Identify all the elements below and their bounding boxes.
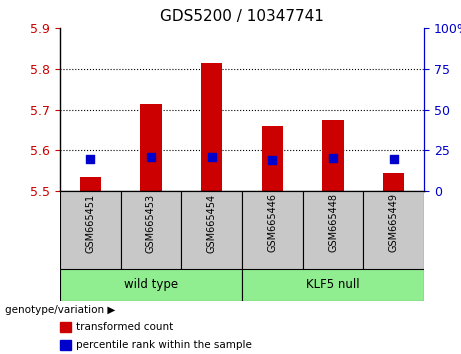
- Text: GSM665451: GSM665451: [85, 194, 95, 253]
- Bar: [60, 191, 121, 269]
- Text: GSM665449: GSM665449: [389, 194, 399, 252]
- Point: [269, 157, 276, 162]
- Bar: [80, 177, 101, 191]
- Bar: [322, 120, 344, 191]
- Bar: [60, 340, 71, 350]
- Bar: [60, 322, 71, 332]
- Point: [208, 154, 215, 160]
- Bar: [201, 63, 222, 191]
- Bar: [363, 191, 424, 269]
- Point: [87, 156, 94, 162]
- Bar: [140, 104, 162, 191]
- Text: transformed count: transformed count: [76, 322, 173, 332]
- Point: [390, 156, 397, 162]
- Text: GSM665448: GSM665448: [328, 194, 338, 252]
- Text: GSM665446: GSM665446: [267, 194, 278, 252]
- Text: GSM665453: GSM665453: [146, 194, 156, 253]
- Bar: [262, 126, 283, 191]
- Point: [329, 155, 337, 161]
- Bar: [60, 269, 242, 301]
- Bar: [121, 191, 181, 269]
- Text: GSM665454: GSM665454: [207, 194, 217, 253]
- Text: KLF5 null: KLF5 null: [306, 279, 360, 291]
- Bar: [242, 191, 303, 269]
- Bar: [383, 173, 404, 191]
- Bar: [303, 191, 363, 269]
- Bar: [181, 191, 242, 269]
- Bar: [242, 269, 424, 301]
- Text: genotype/variation ▶: genotype/variation ▶: [5, 306, 115, 315]
- Text: percentile rank within the sample: percentile rank within the sample: [76, 340, 252, 350]
- Point: [148, 154, 155, 159]
- Title: GDS5200 / 10347741: GDS5200 / 10347741: [160, 9, 324, 24]
- Text: wild type: wild type: [124, 279, 178, 291]
